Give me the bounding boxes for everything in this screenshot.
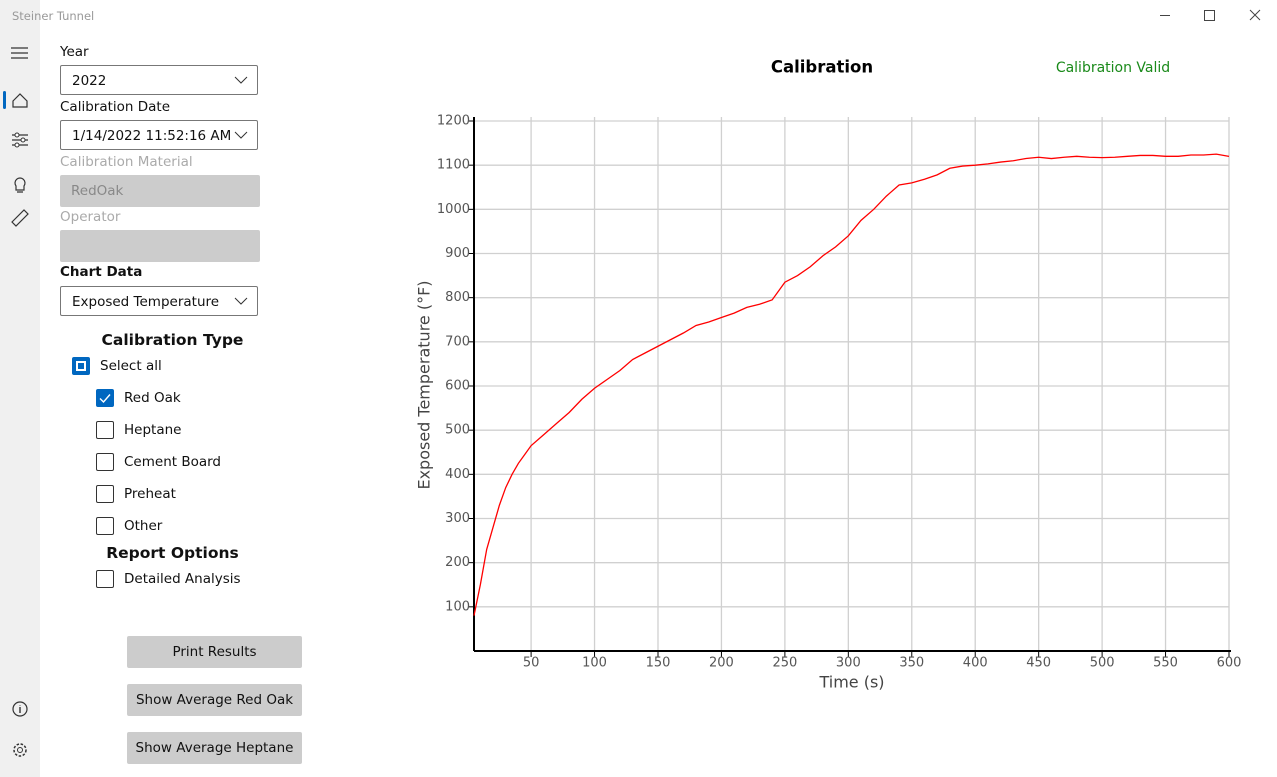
x-tick-label: 400 <box>963 656 988 671</box>
select-all-checkbox[interactable] <box>72 357 90 375</box>
x-tick-label: 100 <box>582 656 607 671</box>
type-checkbox[interactable] <box>96 485 114 503</box>
type-checkbox[interactable] <box>96 517 114 535</box>
button[interactable]: Show Average Red Oak <box>127 684 302 716</box>
x-tick-label: 150 <box>646 656 671 671</box>
field-label: Year <box>60 44 89 60</box>
checkbox-label: Red Oak <box>124 390 181 406</box>
chevron <box>234 131 248 139</box>
nav-icons[interactable] <box>0 36 40 776</box>
type-checkbox[interactable] <box>96 421 114 439</box>
check-mark <box>99 394 111 404</box>
window-controls[interactable] <box>1150 0 1277 32</box>
y-tick-label: 200 <box>445 555 470 570</box>
data-line <box>473 153 1230 616</box>
checkbox-label: Preheat <box>124 486 176 502</box>
section-title: Calibration Type <box>101 331 244 349</box>
y-tick-label: 100 <box>445 599 470 614</box>
field-label: Chart Data <box>60 264 143 280</box>
chart: Calibration Calibration Valid Time (s) E… <box>415 58 1242 692</box>
x-tick-label: 500 <box>1090 656 1115 671</box>
detailed-checkbox[interactable] <box>96 570 114 588</box>
x-tick-label: 450 <box>1026 656 1051 671</box>
y-tick-label: 1100 <box>437 158 470 173</box>
checkbox-label: Cement Board <box>124 454 222 470</box>
x-axis-label: Time (s) <box>818 673 884 692</box>
status-text: Calibration Valid <box>1056 60 1170 76</box>
nav-rail <box>0 0 40 777</box>
type-checkbox[interactable] <box>96 389 114 407</box>
chart-title: Calibration <box>771 58 873 77</box>
button[interactable]: Print Results <box>127 636 302 668</box>
x-tick-label: 600 <box>1217 656 1242 671</box>
y-tick-label: 400 <box>445 467 470 482</box>
chart-data-dropdown[interactable]: Exposed Temperature <box>60 286 258 316</box>
material-box: RedOak <box>60 175 260 207</box>
y-tick-label: 1200 <box>437 114 470 129</box>
field-label: Operator <box>60 209 121 225</box>
type-checkbox[interactable] <box>96 453 114 471</box>
x-tick-label: 50 <box>523 656 540 671</box>
button[interactable]: Show Average Heptane <box>127 732 302 764</box>
y-tick-label: 900 <box>445 246 470 261</box>
dropdown-value: Exposed Temperature <box>72 294 220 310</box>
y-tick-label: 600 <box>445 379 470 394</box>
x-tick-label: 250 <box>772 656 797 671</box>
checkbox-label: Select all <box>100 358 162 374</box>
section-title: Report Options <box>106 544 239 562</box>
y-tick-label: 500 <box>445 423 470 438</box>
checkbox-label: Heptane <box>124 422 182 438</box>
field-label: Calibration Material <box>60 154 193 170</box>
y-tick-label: 300 <box>445 511 470 526</box>
x-tick-label: 550 <box>1153 656 1178 671</box>
operator-box <box>60 230 260 262</box>
y-tick-label: 1000 <box>437 202 470 217</box>
field-label: Calibration Date <box>60 99 171 115</box>
window-title: Steiner Tunnel <box>12 9 95 23</box>
dropdown-value: 1/14/2022 11:52:16 AM <box>72 128 232 144</box>
y-axis-label: Exposed Temperature (°F) <box>415 280 434 489</box>
checkbox-label: Detailed Analysis <box>124 571 241 587</box>
x-tick-label: 300 <box>836 656 861 671</box>
y-tick-label: 800 <box>445 290 470 305</box>
x-tick-label: 200 <box>709 656 734 671</box>
chevron <box>234 297 248 305</box>
dropdown-value: 2022 <box>72 73 107 89</box>
checkbox-label: Other <box>124 518 163 534</box>
y-tick-label: 700 <box>445 334 470 349</box>
chevron <box>234 76 248 84</box>
field-value: RedOak <box>71 183 124 199</box>
date-dropdown[interactable]: 1/14/2022 11:52:16 AM <box>60 120 258 150</box>
year-dropdown[interactable]: 2022 <box>60 65 258 95</box>
x-tick-label: 350 <box>899 656 924 671</box>
